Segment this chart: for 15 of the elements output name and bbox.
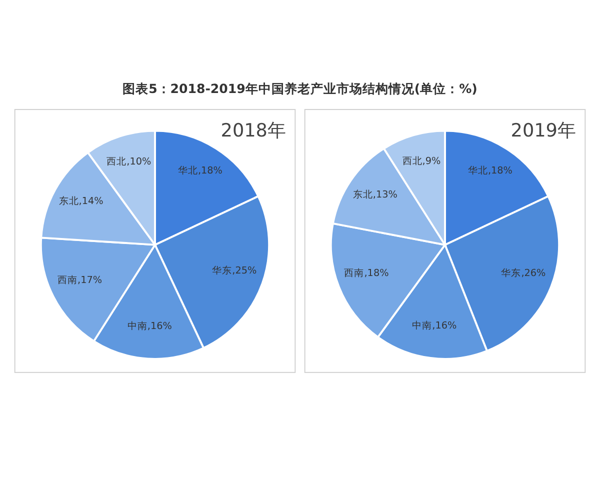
chart-subtitle: 2018年: [220, 120, 286, 142]
slice-label: 西北,10%: [106, 156, 152, 168]
slice-label: 西南,17%: [58, 274, 102, 286]
text: 图表5：2018-2019年中国养老产业市场结构情况(单位：%): [122, 81, 478, 96]
chart-subtitle: 2019年: [510, 120, 576, 142]
slice-label: 东北,13%: [352, 188, 398, 200]
slice-label: 华东,25%: [212, 264, 257, 276]
slice-label: 华北,18%: [468, 164, 512, 177]
slice-label: 华北,18%: [178, 164, 222, 177]
slice-label: 东北,14%: [58, 195, 104, 208]
slice-label: 中南,16%: [412, 320, 457, 332]
slice-label: 中南,16%: [127, 320, 172, 332]
slice-label: 华东,26%: [501, 266, 546, 279]
slice-label: 西北,9%: [402, 154, 441, 167]
slice-label: 西南,18%: [344, 266, 389, 279]
